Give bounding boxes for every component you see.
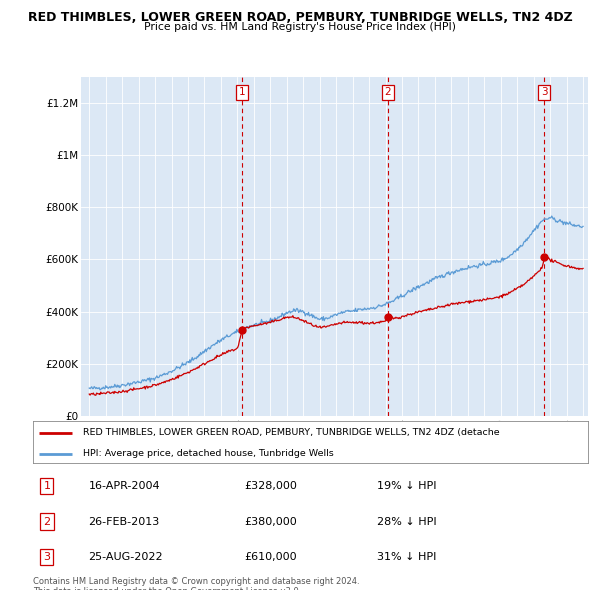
Text: 3: 3	[43, 552, 50, 562]
Text: 16-APR-2004: 16-APR-2004	[89, 481, 160, 491]
Text: 1: 1	[239, 87, 245, 97]
Text: RED THIMBLES, LOWER GREEN ROAD, PEMBURY, TUNBRIDGE WELLS, TN2 4DZ: RED THIMBLES, LOWER GREEN ROAD, PEMBURY,…	[28, 11, 572, 24]
Text: 28% ↓ HPI: 28% ↓ HPI	[377, 517, 437, 526]
Text: 2: 2	[43, 517, 50, 526]
Text: 2: 2	[385, 87, 391, 97]
Text: HPI: Average price, detached house, Tunbridge Wells: HPI: Average price, detached house, Tunb…	[83, 450, 334, 458]
Text: 3: 3	[541, 87, 548, 97]
Text: 26-FEB-2013: 26-FEB-2013	[89, 517, 160, 526]
Text: RED THIMBLES, LOWER GREEN ROAD, PEMBURY, TUNBRIDGE WELLS, TN2 4DZ (detache: RED THIMBLES, LOWER GREEN ROAD, PEMBURY,…	[83, 428, 500, 437]
Text: £380,000: £380,000	[244, 517, 296, 526]
Text: 1: 1	[43, 481, 50, 491]
Text: Contains HM Land Registry data © Crown copyright and database right 2024.
This d: Contains HM Land Registry data © Crown c…	[33, 577, 359, 590]
Text: 19% ↓ HPI: 19% ↓ HPI	[377, 481, 437, 491]
Text: Price paid vs. HM Land Registry's House Price Index (HPI): Price paid vs. HM Land Registry's House …	[144, 22, 456, 32]
Text: 25-AUG-2022: 25-AUG-2022	[89, 552, 163, 562]
Text: £328,000: £328,000	[244, 481, 297, 491]
Text: 31% ↓ HPI: 31% ↓ HPI	[377, 552, 436, 562]
Text: £610,000: £610,000	[244, 552, 296, 562]
